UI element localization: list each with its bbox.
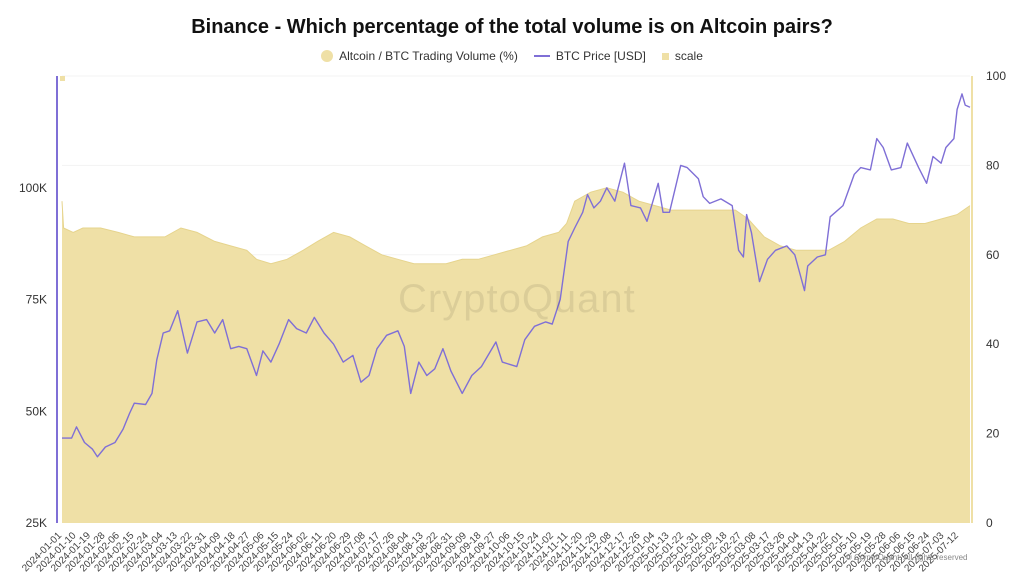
legend-label-btc-price: BTC Price [USD] (555, 49, 646, 63)
left-axis-tick-label: 50K (26, 404, 47, 418)
legend-swatch-altcoin-volume (321, 50, 334, 62)
legend-swatch-scale (661, 52, 669, 60)
chart-title: Binance - Which percentage of the total … (191, 16, 833, 38)
right-axis-tick-label: 20 (986, 427, 1000, 441)
legend-swatch-btc-price (533, 55, 550, 57)
right-axis-tick-label: 40 (986, 337, 1000, 351)
left-axis-tick-label: 75K (26, 293, 47, 307)
left-axis-tick-label: 100K (19, 181, 47, 195)
right-axis-tick-label: 0 (986, 516, 993, 530)
legend-label-scale: scale (674, 49, 703, 63)
legend-item-altcoin-volume[interactable]: Altcoin / BTC Trading Volume (%) (321, 49, 518, 63)
altcoin-volume-edge (61, 187, 971, 265)
legend-label-altcoin-volume: Altcoin / BTC Trading Volume (%) (339, 49, 518, 63)
legend-item-scale[interactable]: scale (661, 49, 703, 63)
right-axis-tick-label: 100 (986, 69, 1006, 83)
legend: Altcoin / BTC Trading Volume (%) BTC Pri… (0, 49, 1024, 63)
watermark: CryptoQuant (398, 277, 636, 321)
left-axis-tick-label: 25K (26, 516, 47, 530)
scale-marker (60, 76, 65, 81)
right-axis-tick-label: 80 (986, 158, 1000, 172)
right-axis-tick-label: 60 (986, 248, 1000, 262)
btc-price-line (62, 93, 971, 458)
altcoin-volume-area (62, 187, 970, 524)
legend-item-btc-price[interactable]: BTC Price [USD] (533, 49, 646, 63)
copyright-text: © CryptoQuant. All rights reserved (846, 553, 968, 562)
